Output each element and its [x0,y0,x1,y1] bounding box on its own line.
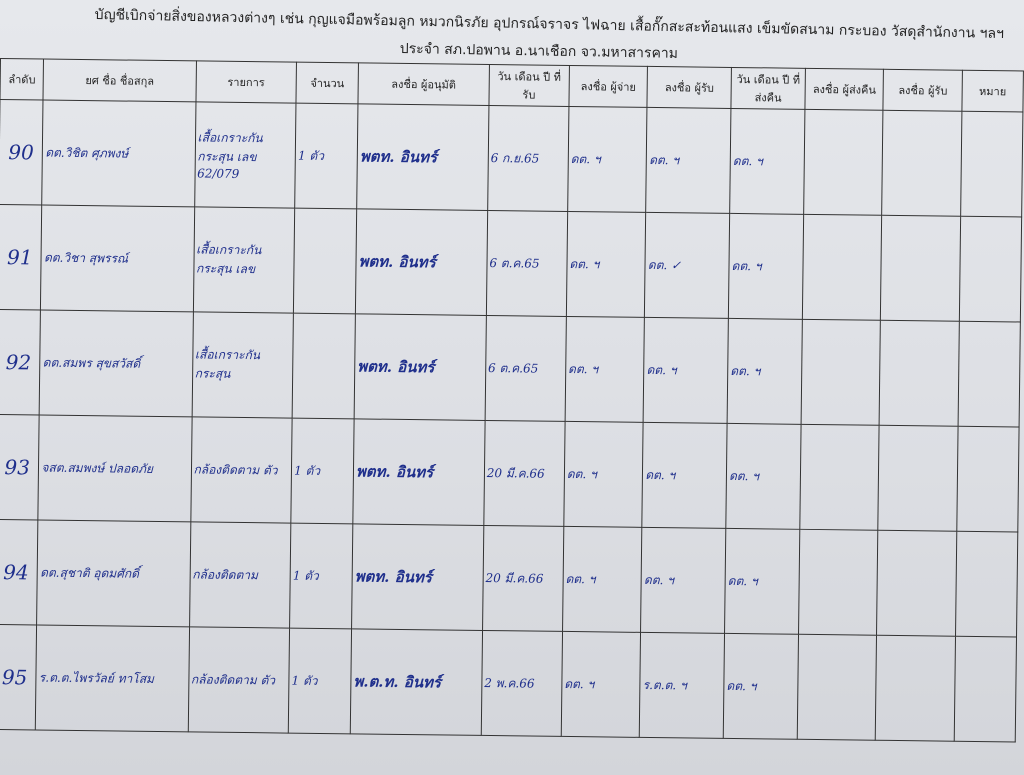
document-subtitle: ประจำ สภ.ปอพาน อ.นาเชือก จว.มหาสารคาม [399,40,679,62]
cell-qty: 1 ตัว [288,628,352,734]
cell-empty [798,529,879,636]
cell-name: ดต.สุชาติ อุดมศักดิ์ [36,520,191,627]
cell-date: 20 มี.ค.66 [482,525,564,632]
cell-no: 92 [0,309,41,416]
cell-qty: 1 ตัว [289,523,353,629]
cell-empty [954,636,1017,742]
cell-qty: 1 ตัว [294,103,358,209]
column-header: รายการ [195,60,297,104]
cell-item: เสื้อเกราะกันกระสุน เลข 62/079 [194,101,297,209]
cell-date: 6 ต.ค.65 [484,315,567,422]
cell-empty [955,531,1018,637]
cell-empty [803,109,884,216]
column-header: ลงชื่อ ผู้รับ [647,66,732,109]
cell-return-date: ดต. ฯ [729,108,805,215]
cell-empty [878,425,959,532]
cell-return-date: ดต. ฯ [727,318,803,425]
table-row: 95 ร.ต.ต.ไพรวัลย์ ทาโสม กล้องติดตาม ตัว 1 ต… [0,624,1017,742]
cell-approver: พตท. อินทร์ [352,418,485,526]
cell-empty [960,111,1023,217]
cell-qty [293,208,357,314]
cell-qty [292,313,356,419]
cell-name: จสต.สมพงษ์ ปลอดภัย [38,415,192,522]
table-row: 93 จสต.สมพงษ์ ปลอดภัย กล้องติดตาม ตัว 1 ตัว… [0,414,1020,532]
column-header: ยศ ชื่อ ชื่อสกุล [43,59,197,102]
cell-empty [959,216,1022,322]
cell-no: 95 [0,624,37,730]
cell-no: 93 [0,414,40,521]
cell-name: ร.ต.ต.ไพรวัลย์ ทาโสม [35,624,190,732]
table-row: 90 ดต.วิชิต ศุภพงษ์ เสื้อเกราะกันกระสุน เล… [0,99,1023,217]
cell-approver: พตท. อินทร์ [355,208,488,316]
table-row: 92 ดต.สมพร สุขสวัสดิ์ เสื้อเกราะกันกระสุน พ… [0,309,1021,427]
cell-issuer: ดต. ฯ [564,316,645,423]
cell-name: ดต.วิชิต ศุภพงษ์ [42,100,196,207]
column-header: จำนวน [296,62,359,104]
column-header: วัน เดือน ปี ที่รับ [488,64,570,107]
table-row: 94 ดต.สุชาติ อุดมศักดิ์ กล้องติดตาม 1 ตัว พต… [0,519,1018,637]
cell-no: 91 [0,204,43,311]
cell-approver: พตท. อินทร์ [356,103,489,211]
cell-return-date: ดต. ฯ [725,423,802,530]
cell-date: 6 ต.ค.65 [486,210,568,317]
cell-issuer: ดต. ฯ [566,211,646,318]
cell-return-date: ดต. ฯ [724,528,800,635]
cell-item: เสื้อเกราะกันกระสุน เลข [192,206,295,314]
document-title: บัญชีเบิกจ่ายสิ่งของหลวงต่างๆ เช่น กุญแจ… [94,6,1005,43]
cell-receiver: ดต. ฯ [645,107,732,214]
column-header: ลำดับ [0,58,44,101]
cell-issuer: ดต. ฯ [561,631,641,738]
cell-empty [799,424,880,531]
cell-approver: พตท. อินทร์ [354,313,487,421]
cell-name: ดต.สมพร สุขสวัสดิ์ [39,310,193,417]
cell-date: 6 ก.ย.65 [487,105,569,212]
column-header: หมาย [961,70,1024,113]
cell-date: 2 พ.ค.66 [481,630,563,737]
column-header: วัน เดือน ปี ที่ส่งคืน [731,67,806,110]
table-row: 91 ดต.วิชา สุพรรณ์ เสื้อเกราะกันกระสุน เลข… [0,204,1022,322]
cell-empty [801,319,881,426]
cell-date: 20 มี.ค.66 [483,420,565,527]
cell-empty [880,215,961,322]
cell-receiver: ร.ต.ต. ฯ [639,632,725,739]
cell-issuer: ดต. ฯ [562,526,643,633]
cell-receiver: ดต. ฯ [640,527,726,634]
cell-return-date: ดต. ฯ [723,633,799,740]
cell-no: 90 [0,99,44,206]
cell-receiver: ดต. ✓ [644,212,730,319]
column-header: ลงชื่อ ผู้ส่งคืน [804,68,884,111]
cell-empty [879,320,960,427]
cell-issuer: ดต. ฯ [567,106,648,213]
cell-no: 94 [0,519,39,625]
column-header: ลงชื่อ ผู้อนุมัติ [357,62,490,106]
cell-return-date: ดต. ฯ [728,213,804,320]
cell-empty [956,426,1020,532]
cell-empty [875,635,956,742]
cell-empty [802,214,883,321]
cell-receiver: ดต. ฯ [642,422,728,529]
cell-item: กล้องติดตาม ตัว [187,626,290,734]
cell-qty: 1 ตัว [291,418,355,524]
cell-item: กล้องติดตาม ตัว [190,416,293,524]
column-header: ลงชื่อ ผู้รับ [883,69,963,112]
cell-empty [876,530,957,637]
cell-approver: พ.ต.ท. อินทร์ [350,628,483,736]
cell-item: เสื้อเกราะกันกระสุน [191,311,294,419]
cell-empty [958,321,1021,427]
ledger-table: ลำดับ ยศ ชื่อ ชื่อสกุล รายการ จำนวน ลงชื่อ ผ… [0,58,1024,742]
cell-approver: พตท. อินทร์ [351,523,484,631]
column-header: ลงชื่อ ผู้จ่าย [568,65,648,108]
cell-name: ดต.วิชา สุพรรณ์ [40,205,195,312]
cell-empty [797,634,877,741]
cell-empty [882,110,962,217]
cell-item: กล้องติดตาม [189,521,292,629]
cell-receiver: ดต. ฯ [643,317,729,424]
cell-issuer: ดต. ฯ [563,421,644,528]
